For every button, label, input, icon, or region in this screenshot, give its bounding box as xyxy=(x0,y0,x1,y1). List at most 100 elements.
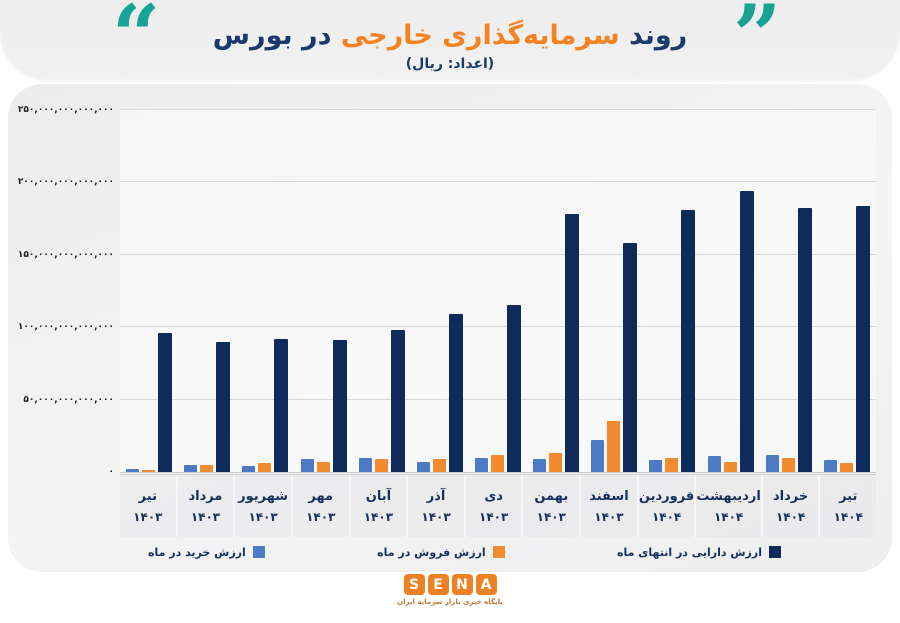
open-quote-icon: “ xyxy=(112,0,160,85)
category-year-label: ۱۴۰۴ xyxy=(713,509,744,524)
bar-sell xyxy=(432,458,446,472)
bar-group xyxy=(585,110,643,472)
bar-group xyxy=(120,110,178,472)
y-axis-tick-label: ۰ xyxy=(108,467,115,477)
category-cell: آبان ۱۴۰۳ xyxy=(348,475,407,537)
category-axis: تیر ۱۴۰۳ مرداد ۱۴۰۳ شهریور ۱۴۰۳ مهر ۱۴۰۳ آبان ۱۴۰… xyxy=(120,474,876,537)
category-month-label: مهر xyxy=(308,488,334,504)
bar-buy xyxy=(358,457,372,472)
legend-item-buy: ارزش خرید در ماه xyxy=(148,546,265,559)
gridline xyxy=(120,109,876,110)
legend-swatch xyxy=(492,546,505,558)
category-month-label: تیر xyxy=(138,488,157,504)
logo-letter-square: S xyxy=(403,574,425,595)
page-title-highlight: سرمایه‌گذاری خارجی xyxy=(340,20,620,51)
bar-sell xyxy=(607,421,621,472)
bar-buy xyxy=(591,440,605,472)
bar-sell xyxy=(200,464,214,472)
legend-label: ارزش فروش در ماه xyxy=(377,545,486,559)
category-year-label: ۱۴۰۳ xyxy=(536,509,566,524)
bar-group xyxy=(178,110,236,472)
bar-group xyxy=(294,110,352,472)
bar-buy xyxy=(416,461,430,472)
legend-item-asset: ارزش دارایی در انتهای ماه xyxy=(617,546,781,559)
legend-label: ارزش دارایی در انتهای ماه xyxy=(616,545,762,559)
bar-sell xyxy=(258,463,272,472)
gridline xyxy=(120,398,876,400)
category-month-label: شهریور xyxy=(238,488,289,504)
bar-asset xyxy=(274,338,289,472)
category-month-label: دی xyxy=(484,488,503,504)
category-cell: دی ۱۴۰۳ xyxy=(463,475,522,537)
y-axis: ۲۵۰,۰۰۰,۰۰۰,۰۰۰,۰۰۰ ۲۰۰,۰۰۰,۰۰۰,۰۰۰,۰۰۰ ۱۵… xyxy=(14,105,114,477)
category-month-label: آذر xyxy=(426,488,446,504)
bar-asset xyxy=(681,209,696,472)
bar-asset xyxy=(507,305,522,472)
bar-buy xyxy=(300,458,314,472)
bar-buy xyxy=(242,466,256,472)
y-axis-tick-label: ۱۵۰,۰۰۰,۰۰۰,۰۰۰,۰۰۰ xyxy=(17,249,114,260)
bar-sell xyxy=(665,457,679,472)
bar-group xyxy=(411,110,469,472)
category-year-label: ۱۴۰۳ xyxy=(421,509,451,524)
page-subtitle: (اعداد: ریال) xyxy=(405,56,495,72)
bar-groups xyxy=(120,110,876,472)
y-axis-tick-label: ۲۵۰,۰۰۰,۰۰۰,۰۰۰,۰۰۰ xyxy=(17,105,114,115)
bar-group xyxy=(760,110,818,472)
bar-buy xyxy=(649,460,663,472)
bar-sell xyxy=(316,461,330,472)
gridline xyxy=(120,253,876,255)
bar-buy xyxy=(126,469,140,472)
bar-asset xyxy=(739,191,754,472)
category-month-label: فروردین xyxy=(638,488,695,504)
bar-buy xyxy=(707,456,721,472)
category-month-label: خرداد xyxy=(772,488,809,504)
bar-buy xyxy=(765,454,779,472)
logo-tagline: پایگاه خبری بازار سرمایه ایران xyxy=(397,598,503,606)
category-month-label: اسفند xyxy=(589,488,629,504)
bar-group xyxy=(818,110,876,472)
bar-asset xyxy=(565,214,580,472)
category-cell: فروردین ۱۴۰۴ xyxy=(636,475,695,537)
category-year-label: ۱۴۰۳ xyxy=(248,509,278,524)
logo-letter-square: N xyxy=(451,574,473,595)
category-cell: مرداد ۱۴۰۳ xyxy=(175,475,234,537)
category-cell: تیر ۱۴۰۳ xyxy=(120,475,176,537)
logo-letter-square: A xyxy=(475,574,497,595)
logo-letter-square: E xyxy=(427,574,449,595)
legend-item-sell: ارزش فروش در ماه xyxy=(377,546,505,559)
bar-buy xyxy=(475,457,489,472)
bar-asset xyxy=(797,208,812,472)
gridline xyxy=(120,181,876,183)
category-year-label: ۱۴۰۴ xyxy=(833,509,863,524)
category-year-label: ۱۴۰۳ xyxy=(306,509,336,524)
category-year-label: ۱۴۰۳ xyxy=(363,509,394,524)
category-cell: بهمن ۱۴۰۳ xyxy=(521,475,579,537)
bar-buy xyxy=(184,464,198,472)
page-title-prefix: روند xyxy=(619,20,688,51)
bar-sell xyxy=(142,469,156,472)
bar-asset xyxy=(216,341,231,472)
bar-buy xyxy=(533,458,547,472)
bar-group xyxy=(353,110,411,472)
category-year-label: ۱۴۰۳ xyxy=(133,509,163,524)
bar-asset xyxy=(158,333,173,472)
x-axis-line xyxy=(120,472,876,473)
category-year-label: ۱۴۰۴ xyxy=(775,509,806,524)
legend: ارزش خرید در ماه ارزش فروش در ماه ارزش دار… xyxy=(120,542,876,562)
category-month-label: تیر xyxy=(839,488,858,504)
category-year-label: ۱۴۰۳ xyxy=(479,509,509,524)
legend-swatch xyxy=(252,546,265,558)
category-year-label: ۱۴۰۳ xyxy=(594,509,624,524)
chart-card: ۲۵۰,۰۰۰,۰۰۰,۰۰۰,۰۰۰ ۲۰۰,۰۰۰,۰۰۰,۰۰۰,۰۰۰ ۱۵… xyxy=(8,84,892,572)
category-cell: اسفند ۱۴۰۳ xyxy=(579,475,637,537)
category-month-label: اردیبهشت xyxy=(696,488,761,504)
y-axis-tick-label: ۵۰,۰۰۰,۰۰۰,۰۰۰,۰۰۰ xyxy=(23,394,114,405)
bar-sell xyxy=(781,457,795,472)
bar-buy xyxy=(823,460,837,472)
category-year-label: ۱۴۰۳ xyxy=(190,509,221,524)
category-month-label: مرداد xyxy=(188,488,223,504)
page-title-suffix: در بورس xyxy=(212,20,341,51)
